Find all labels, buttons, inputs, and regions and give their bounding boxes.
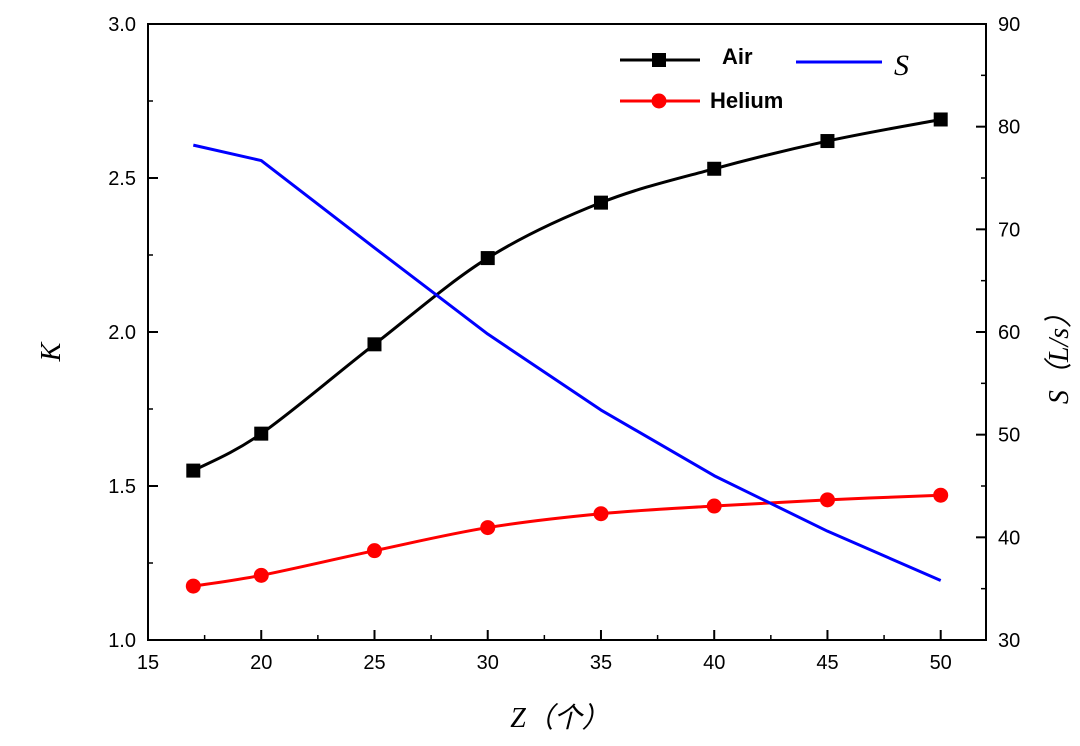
series-air-point	[480, 251, 495, 266]
legend-air-label: Air	[722, 44, 753, 69]
series-air-point	[593, 195, 608, 210]
series-helium-point	[366, 543, 382, 559]
x-tick-label: 35	[590, 652, 612, 674]
y-right-axis-label: S（L/s）	[1044, 300, 1075, 404]
y-left-axis-ticks: 1.0 1.5 2.0 2.5 3.0	[108, 14, 158, 652]
x-tick-label: 25	[363, 652, 385, 674]
y-right-tick-label: 70	[998, 219, 1020, 241]
y-left-tick-label: 3.0	[108, 14, 136, 36]
series-air-point	[186, 463, 201, 478]
y-right-tick-label: 30	[998, 630, 1020, 652]
series-helium-point	[480, 520, 496, 536]
series-helium-point	[706, 498, 722, 514]
x-axis-ticks: 15 20 25 30 35 40 45 50	[137, 630, 952, 674]
x-axis-label: Z（个）	[510, 703, 610, 734]
series-helium-point	[253, 567, 269, 583]
y-right-tick-label: 60	[998, 322, 1020, 344]
series-air-point	[933, 112, 948, 127]
legend-air-marker	[652, 53, 666, 67]
y-left-tick-label: 2.0	[108, 322, 136, 344]
y-right-tick-label: 80	[998, 117, 1020, 139]
y-left-tick-label: 1.5	[108, 476, 136, 498]
series-air-point	[254, 426, 269, 441]
y-left-tick-label: 2.5	[108, 168, 136, 190]
series-air-point	[367, 337, 382, 352]
y-right-axis-ticks: 30 40 50 60 70 80 90	[976, 14, 1020, 652]
series-helium-point	[819, 492, 835, 508]
series-air-point	[707, 161, 722, 176]
legend-helium-marker	[651, 93, 667, 109]
x-tick-label: 50	[930, 652, 952, 674]
x-tick-label: 20	[250, 652, 272, 674]
series-layer	[185, 112, 949, 594]
series-helium-point	[933, 487, 949, 503]
series-s-line	[192, 143, 942, 582]
x-tick-label: 40	[703, 652, 725, 674]
x-tick-label: 45	[816, 652, 838, 674]
legend-helium-label: Helium	[710, 88, 783, 113]
series-helium-point	[185, 578, 201, 594]
plot-frame	[147, 23, 987, 641]
series-air-point	[820, 134, 835, 149]
series-air-line	[192, 118, 941, 472]
series-helium-line	[193, 493, 941, 588]
y-right-tick-label: 90	[998, 14, 1020, 36]
y-left-tick-label: 1.0	[108, 630, 136, 652]
legend-s-label: S	[894, 49, 909, 82]
series-helium-point	[593, 506, 609, 522]
x-tick-label: 15	[137, 652, 159, 674]
x-tick-label: 30	[477, 652, 499, 674]
y-right-tick-label: 50	[998, 425, 1020, 447]
legend: Air Helium S	[620, 44, 909, 113]
y-left-axis-label: K	[36, 341, 67, 362]
y-right-tick-label: 40	[998, 527, 1020, 549]
